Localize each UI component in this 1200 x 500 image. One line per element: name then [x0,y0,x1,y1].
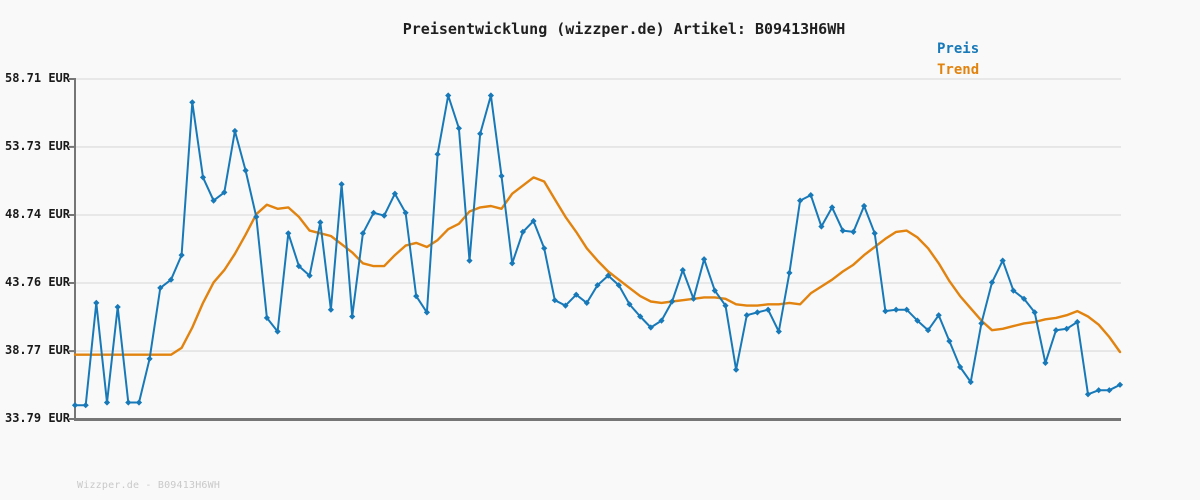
legend-trend-label: Trend [937,62,980,78]
y-axis-tick-label: 33.79 EUR [4,411,70,425]
y-axis-labels: 58.71 EUR 53.73 EUR 48.74 EUR 43.76 EUR 38.7… [0,0,70,500]
legend-preis-label: Preis [937,41,980,57]
series-markers-preis [71,92,1124,409]
y-axis-tick-label: 43.76 EUR [4,274,70,289]
footer-watermark: Wizzper.de - B09413H6WH [77,480,221,491]
series-line-preis [74,94,1121,407]
series-line-trend [73,176,1122,356]
y-axis-tick-label: 38.77 EUR [4,343,70,358]
y-axis-tick-label: 58.71 EUR [4,71,70,85]
chart-legend: Preis Trend [937,39,979,81]
y-axis-tick-label: 53.73 EUR [4,138,70,153]
y-axis-tick-label: 48.74 EUR [4,207,70,222]
chart-title: Preisentwicklung (wizzper.de) Artikel: B… [402,20,846,38]
